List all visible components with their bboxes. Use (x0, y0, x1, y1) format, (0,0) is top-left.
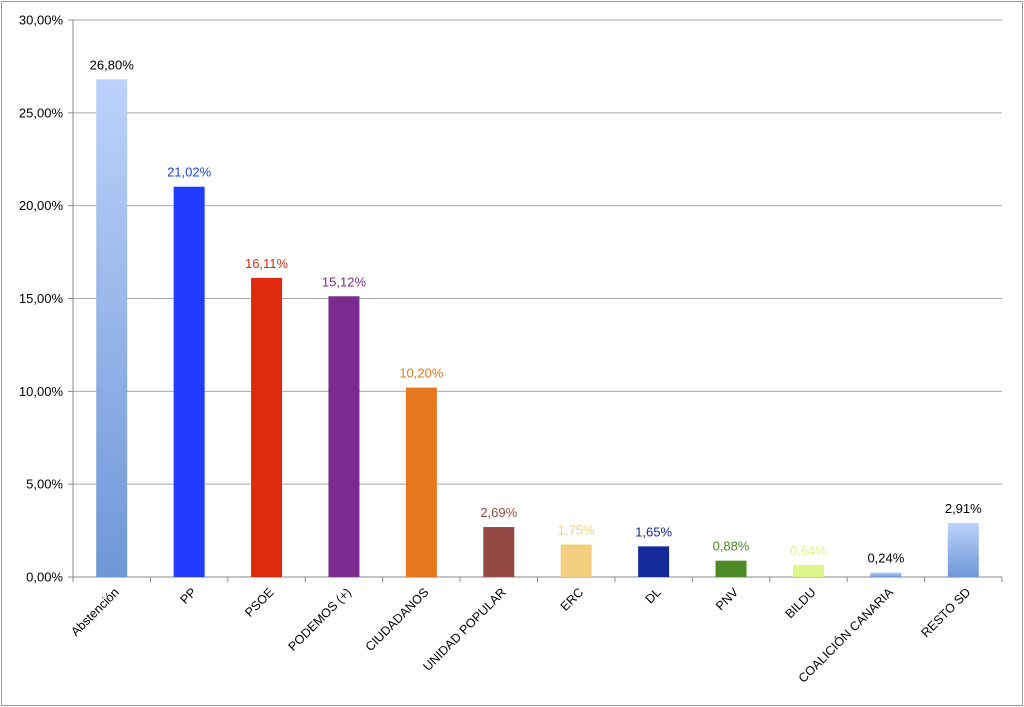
data-label: 21,02% (167, 165, 212, 180)
y-tick-label: 30,00% (19, 13, 64, 28)
bar (947, 522, 979, 577)
bar (870, 572, 902, 577)
y-tick-label: 0,00% (26, 570, 63, 585)
data-label: 1,75% (558, 523, 595, 538)
x-tick-label: CIUDADANOS (363, 585, 432, 654)
y-tick-label: 15,00% (19, 291, 64, 306)
bars (96, 79, 979, 577)
bar (483, 527, 515, 577)
data-labels: 26,80% 21,02% 16,11% 15,12% 10,20% 2,69% 1,75%… (90, 57, 982, 565)
bar (251, 277, 283, 577)
bar (792, 565, 824, 577)
x-axis: Abstención PP PSOE PODEMOS (+) CIUDADANOSUNI… (68, 577, 1003, 685)
y-tick-label: 10,00% (19, 384, 64, 399)
data-label: 10,20% (399, 366, 444, 381)
bar (638, 546, 670, 577)
x-tick-label: BILDU (783, 585, 819, 621)
bar (715, 560, 747, 577)
data-label: 16,11% (245, 256, 289, 271)
bar (173, 186, 205, 577)
data-label: 2,91% (945, 501, 982, 516)
x-tick-label: DL (643, 585, 664, 606)
y-axis: 0,00% 5,00% 10,00% 15,00% 20,00% 25,00% 30,00% (19, 13, 74, 585)
bar (560, 544, 592, 577)
bar (96, 79, 128, 577)
y-tick-label: 25,00% (19, 105, 64, 120)
data-label: 15,12% (322, 274, 367, 289)
x-tick-label: UNIDAD POPULAR (420, 585, 508, 673)
data-label: 0,88% (713, 539, 750, 554)
bar (328, 296, 360, 577)
data-label: 1,65% (635, 524, 672, 539)
x-tick-label: PODEMOS (+) (285, 585, 354, 654)
data-label: 26,80% (90, 57, 135, 72)
y-tick-label: 5,00% (26, 477, 63, 492)
x-tick-label: PSOE (242, 585, 276, 619)
gridlines (73, 19, 1002, 578)
x-tick-label: PP (178, 585, 200, 607)
bar (405, 387, 437, 577)
data-label: 2,69% (480, 505, 517, 520)
x-tick-label: Abstención (68, 585, 122, 639)
data-label: 0,64% (790, 543, 827, 558)
x-tick-label: ERC (558, 585, 587, 614)
y-tick-label: 20,00% (19, 198, 64, 213)
x-tick-label: RESTO SD (918, 585, 973, 640)
data-label: 0,24% (867, 551, 904, 566)
x-tick-label: PNV (713, 585, 742, 614)
